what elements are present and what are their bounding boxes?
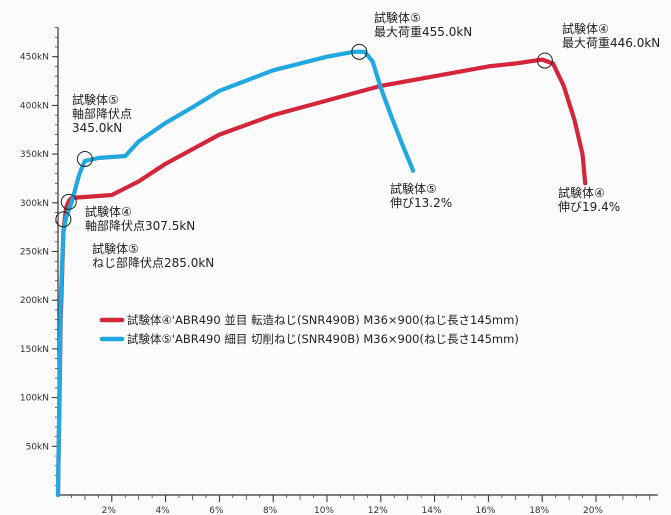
x-tick-label: 16% <box>475 506 495 515</box>
annotation-label: 最大荷重446.0kN <box>562 36 660 50</box>
legend-label: 試験体④'ABR490 並目 転造ねじ(SNR490B) M36×900(ねじ長… <box>127 313 519 327</box>
annotation-label: 軸部降伏点307.5kN <box>85 218 195 233</box>
x-tick-label: 6% <box>209 506 224 515</box>
y-tick-label: 150kN <box>20 345 49 355</box>
point-marker <box>351 43 368 60</box>
annotation-label: 最大荷重455.0kN <box>374 25 472 39</box>
point-marker <box>536 52 553 69</box>
y-tick-label: 100kN <box>20 394 49 404</box>
x-tick-label: 8% <box>263 506 278 515</box>
point-marker <box>55 211 72 228</box>
annotation-label: 345.0kN <box>72 121 122 135</box>
annotation-label: 軸部降伏点 <box>72 106 132 121</box>
y-tick-label: 350kN <box>20 150 49 160</box>
y-tick-label: 250kN <box>20 248 49 258</box>
x-tick-label: 4% <box>155 506 170 515</box>
x-tick-label: 2% <box>102 506 117 515</box>
annotation-label: 伸び19.4% <box>558 200 620 214</box>
series-line-5 <box>55 49 416 498</box>
annotation-label: 試験体④ <box>562 21 609 36</box>
y-tick-label: 200kN <box>20 296 49 306</box>
series-line-4 <box>55 57 588 498</box>
annotation-label: 試験体④ <box>85 204 132 219</box>
x-tick-label: 12% <box>368 506 388 515</box>
annotation-label: 試験体⑤ <box>72 92 119 107</box>
annotation-label: 試験体⑤ <box>390 181 437 196</box>
annotation-label: 伸び13.2% <box>390 196 452 210</box>
x-tick-label: 20% <box>583 506 603 515</box>
point-marker <box>76 150 93 167</box>
x-tick-label: 14% <box>422 506 442 515</box>
point-marker <box>60 193 77 210</box>
legend-label: 試験体⑤'ABR490 細目 切削ねじ(SNR490B) M36×900(ねじ長… <box>127 332 519 346</box>
annotation-label: 試験体⑤ <box>374 10 421 25</box>
point-markers <box>55 43 553 228</box>
y-tick-label: 400kN <box>20 101 49 111</box>
y-tick-label: 300kN <box>20 199 49 209</box>
annotation-label: 試験体⑤ <box>92 241 139 256</box>
x-tick-label: 18% <box>529 506 549 515</box>
y-tick-label: 450kN <box>20 53 49 63</box>
x-tick-label: 10% <box>314 506 334 515</box>
annotation-label: 試験体④ <box>558 185 605 200</box>
series-layer <box>55 49 588 498</box>
legend: 試験体④'ABR490 並目 転造ねじ(SNR490B) M36×900(ねじ長… <box>99 313 519 346</box>
y-tick-label: 50kN <box>26 442 49 452</box>
annotation-label: ねじ部降伏点285.0kN <box>92 255 214 270</box>
